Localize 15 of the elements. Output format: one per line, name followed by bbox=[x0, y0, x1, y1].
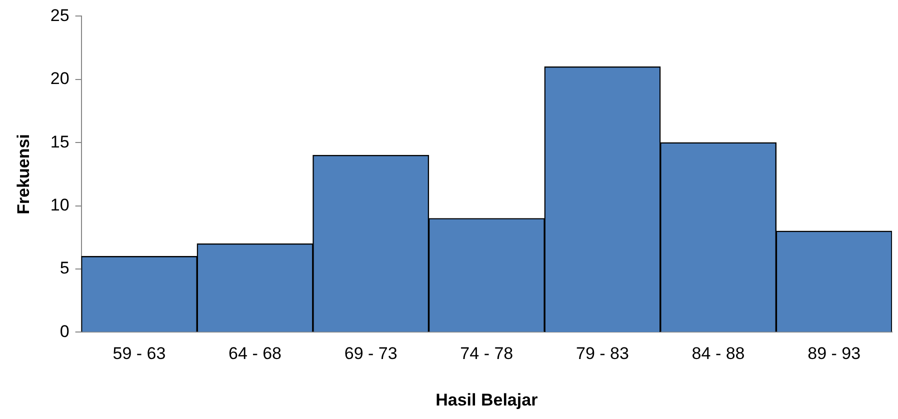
x-tick-label: 69 - 73 bbox=[344, 344, 398, 364]
y-tick-label: 5 bbox=[60, 258, 70, 278]
y-axis-title: Frekuensi bbox=[14, 134, 33, 214]
y-tick-label: 20 bbox=[50, 69, 70, 88]
x-tick-label: 89 - 93 bbox=[808, 344, 861, 364]
y-tick-label: 0 bbox=[60, 322, 70, 341]
y-tick-label: 15 bbox=[50, 132, 70, 152]
x-axis-title: Hasil Belajar bbox=[436, 390, 538, 410]
y-tick-label: 25 bbox=[50, 6, 70, 25]
x-tick-label: 79 - 83 bbox=[576, 344, 629, 364]
y-tick-label: 10 bbox=[50, 195, 70, 214]
x-tick-label: 74 - 78 bbox=[460, 344, 514, 364]
x-tick-label: 59 - 63 bbox=[112, 344, 166, 364]
x-tick-label: 64 - 68 bbox=[228, 344, 282, 364]
x-tick-label: 84 - 88 bbox=[692, 344, 745, 364]
